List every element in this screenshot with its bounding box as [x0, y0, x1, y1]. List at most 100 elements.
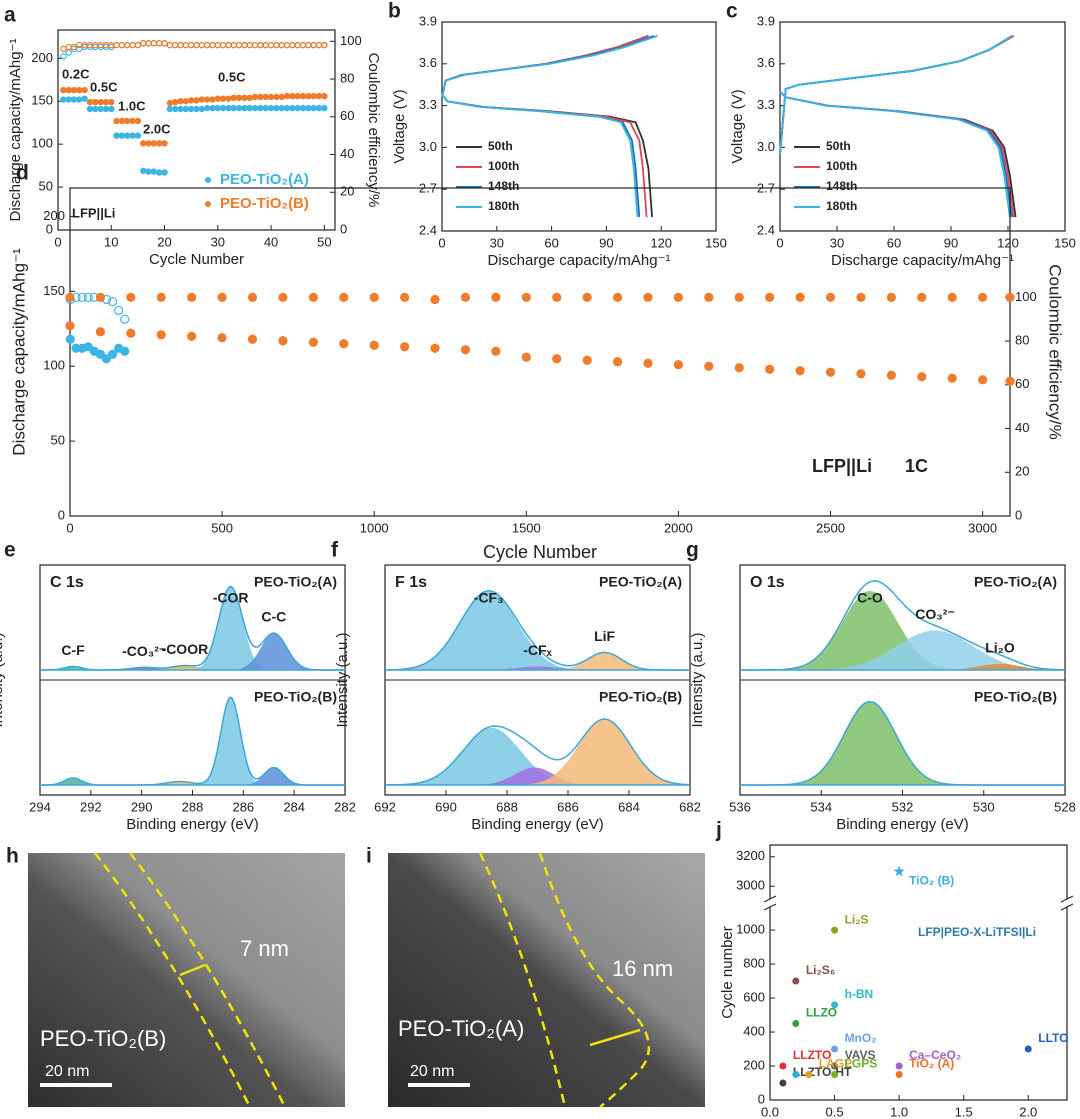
data-point [339, 292, 349, 302]
axis-break [763, 903, 777, 911]
y2-tick-label: 0 [340, 221, 347, 236]
x-tick-label: 90 [599, 235, 613, 250]
data-point [582, 292, 592, 302]
y-tick-label: 3.3 [419, 97, 437, 112]
data-point [582, 355, 592, 365]
annotation: LFP|PEO-X-LiTFSI|Li [918, 925, 1036, 939]
data-point [182, 105, 190, 113]
data-point [805, 1071, 813, 1079]
data-point [521, 352, 531, 362]
data-point [369, 292, 379, 302]
panel-letter: b [388, 0, 401, 23]
x-tick-label: 0.0 [761, 1104, 779, 1119]
data-point [734, 363, 744, 373]
data-point [70, 96, 78, 103]
series-line [441, 35, 649, 218]
data-point [315, 41, 323, 49]
data-point [247, 292, 258, 302]
annotation: 1C [905, 456, 928, 476]
y-tick-label: 100 [31, 136, 53, 151]
data-point [643, 358, 653, 368]
annotation: LFP||Li [72, 205, 115, 220]
data-point [886, 370, 896, 380]
peak-label: C-C [261, 609, 286, 625]
y-tick-label: 150 [31, 93, 53, 108]
panel-letter: f [331, 539, 339, 562]
data-point [182, 98, 190, 105]
envelope [385, 718, 691, 786]
point-label: VAVS [845, 1048, 876, 1062]
data-point [65, 334, 75, 344]
data-point [166, 105, 174, 113]
point-label: LLZTO [793, 1048, 831, 1062]
data-point [203, 41, 211, 49]
subplot-name: PEO-TiO₂(B) [974, 689, 1057, 705]
data-point [795, 366, 805, 376]
data-point [95, 349, 106, 359]
data-point [491, 292, 501, 302]
data-point [257, 93, 264, 101]
data-point [283, 92, 291, 100]
data-point [460, 292, 471, 302]
data-point [831, 1045, 839, 1053]
data-point [107, 297, 118, 307]
y-axis-label: Voltage (V) [391, 89, 408, 163]
peak-label: C-O [857, 590, 883, 606]
point-label: LGPS [845, 1057, 878, 1071]
y-tick-label: 0 [58, 507, 65, 522]
data-point [267, 93, 275, 101]
x-tick-label: 90 [944, 235, 958, 250]
data-point [643, 292, 653, 302]
data-point [305, 92, 312, 100]
data-point [203, 104, 211, 112]
data-point [273, 41, 280, 49]
data-point [283, 41, 291, 49]
data-point [308, 337, 318, 347]
data-point [120, 314, 130, 324]
data-point [241, 41, 248, 49]
legend-label: PEO-TiO₂(B) [220, 195, 309, 212]
peak-area [740, 663, 1065, 670]
data-point [120, 346, 130, 356]
peak-area [385, 591, 690, 670]
legend-label: 100th [488, 159, 519, 173]
data-point [230, 94, 237, 102]
x-tick-label: 282 [334, 799, 356, 814]
data-point [225, 41, 232, 49]
subplot-name: PEO-TiO₂(A) [254, 574, 337, 590]
y2-tick-label: 60 [340, 108, 354, 123]
y-tick-label: 200 [43, 208, 65, 223]
subplot-name: PEO-TiO₂(B) [599, 689, 682, 705]
data-point [65, 321, 75, 331]
data-point [113, 41, 120, 49]
data-point [60, 45, 67, 53]
plot-frame [69, 187, 1011, 517]
data-point [831, 1071, 839, 1079]
data-point [118, 41, 126, 49]
data-point [92, 105, 99, 113]
data-point [734, 292, 744, 302]
data-point [251, 104, 259, 112]
data-point [521, 292, 531, 302]
data-point [305, 104, 312, 112]
data-point [156, 140, 163, 147]
data-point [113, 117, 120, 125]
data-point [76, 45, 83, 53]
y-tick-label: 50 [39, 179, 53, 194]
data-point [187, 331, 197, 341]
annotation: 2.0C [143, 121, 171, 136]
peak-label: Li₂O [985, 639, 1015, 655]
series-line [779, 35, 1013, 218]
panel-letter: j [715, 819, 722, 842]
data-point [65, 292, 75, 302]
data-point [124, 41, 131, 49]
data-point [193, 105, 200, 113]
data-point [129, 41, 136, 49]
data-point [156, 169, 163, 176]
data-point [1005, 292, 1015, 302]
data-point [1024, 1045, 1032, 1053]
data-point [187, 41, 195, 49]
legend-label: PEO-TiO₂(A) [220, 171, 309, 188]
peak-label: -CO₃²⁻ [122, 643, 166, 659]
data-point [124, 132, 131, 139]
